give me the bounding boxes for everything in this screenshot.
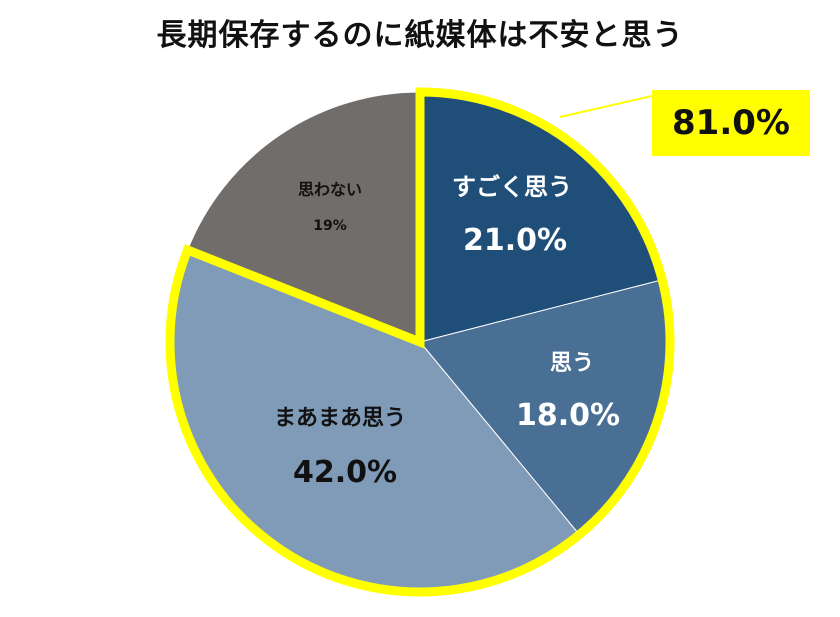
slice-value-label: 42.0% (293, 455, 397, 490)
highlight-outline (165, 87, 675, 597)
slice-label: すごく思う (452, 173, 572, 201)
highlight-total-badge: 81.0% (652, 90, 810, 156)
callout-line (559, 95, 653, 118)
chart-title: 長期保存するのに紙媒体は不安と思う (156, 18, 684, 53)
highlight-total-value: 81.0% (672, 103, 790, 143)
slice-value-label: 18.0% (516, 398, 620, 433)
slice-value-label: 19% (313, 218, 347, 234)
slice-label: 思う (550, 351, 594, 376)
pie-slice (186, 91, 421, 343)
slice-label: 思わない (298, 180, 362, 199)
slice-label: まあまあ思う (274, 406, 406, 431)
slice-value-label: 21.0% (463, 223, 567, 258)
